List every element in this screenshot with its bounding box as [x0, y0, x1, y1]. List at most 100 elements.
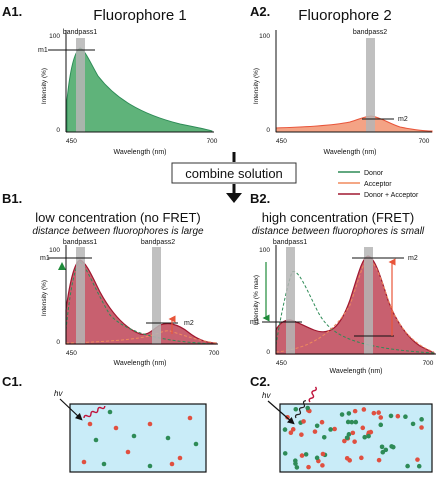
- excitation-arrow-c1: [59, 398, 83, 421]
- c1-molecule: [87, 421, 93, 427]
- legend-label-acceptor: Acceptor: [364, 181, 392, 188]
- c2-molecule: [321, 434, 327, 440]
- fret-transfer-wave-c2: [294, 400, 307, 419]
- panel-tag-c2: C2.: [250, 374, 270, 389]
- bandpass2-filter-b2: [364, 247, 373, 354]
- excitation-arrow-c2: [267, 400, 295, 425]
- combine-arrow-head: [226, 193, 242, 203]
- c2-molecule: [319, 419, 325, 425]
- c1-molecule: [93, 437, 99, 443]
- c2-molecule: [342, 438, 347, 444]
- panel-tag-c1: C1.: [2, 374, 22, 389]
- m2-label-a2: m2: [398, 116, 408, 123]
- acceptor-spectrum-a2: [275, 115, 433, 133]
- y-tick-zero-a2: 0: [266, 127, 270, 134]
- bandpass1-label-b1: bandpass1: [63, 239, 97, 246]
- c1-molecule: [107, 409, 113, 415]
- c2-molecule: [290, 427, 296, 432]
- panel-title-a2: Fluorophore 2: [298, 7, 391, 24]
- donor-spectrum-b1: [65, 261, 217, 345]
- legend-label-donor: Donor: [364, 170, 384, 177]
- c1-molecule: [177, 455, 183, 461]
- panel-title-b2: high concentration (FRET): [262, 210, 414, 225]
- c2-molecule: [282, 451, 288, 456]
- c2-molecule: [415, 457, 420, 462]
- y-tick-top-b2: 100: [259, 247, 270, 254]
- combine-solution-box: [171, 162, 297, 184]
- m1-change-marker-b1: [58, 262, 66, 270]
- c2-molecule: [294, 465, 300, 470]
- x-axis-label-b2: Wavelength (nm): [329, 368, 382, 375]
- c1-molecule: [81, 459, 87, 465]
- m2-label-b2: m2: [408, 255, 418, 262]
- bandpass-label-a2: bandpass2: [353, 29, 387, 36]
- c1-molecule: [165, 435, 171, 441]
- y-tick-zero-b2: 0: [266, 349, 270, 356]
- hv-label-c2: hv: [262, 391, 271, 400]
- c2-molecule: [405, 463, 410, 469]
- c2-molecule: [371, 410, 377, 416]
- y-axis-label-b2: Intensity (% max): [253, 275, 260, 325]
- panel-b1: B1. low concentration (no FRET) distance…: [2, 191, 220, 367]
- c1-molecule: [131, 433, 137, 439]
- emission-wave-c1: [83, 405, 106, 419]
- m1-label-b2: m1: [250, 319, 260, 326]
- c2-molecule: [314, 423, 320, 429]
- panel-c1: C1. hv: [2, 374, 207, 473]
- y-tick-top-a2: 100: [259, 33, 270, 40]
- c1-molecule: [193, 441, 199, 447]
- c2-molecule: [345, 419, 351, 425]
- c2-molecule: [328, 427, 333, 432]
- x-tick-max-a2: 700: [419, 138, 430, 145]
- bandpass-label-a1: bandpass1: [63, 29, 97, 36]
- c2-molecule: [299, 432, 304, 437]
- x-tick-max-b1: 700: [209, 350, 220, 357]
- cuvette-c2: [279, 403, 433, 473]
- bandpass1-filter-a1: [76, 38, 85, 132]
- c2-molecule: [332, 426, 337, 432]
- emission-wave-c2: [308, 386, 317, 403]
- bandpass1-filter-b1: [76, 247, 85, 344]
- panel-c2: C2. hv: [250, 374, 433, 473]
- c1-molecule: [187, 415, 193, 421]
- panel-tag-a1: A1.: [2, 4, 22, 19]
- combine-solution-label: combine solution: [185, 166, 283, 181]
- x-tick-max-b2: 700: [423, 360, 434, 367]
- c2-molecule: [395, 413, 401, 419]
- sum-spectrum-b1: [65, 259, 217, 345]
- panel-subtitle-b2: distance between fluorophores is small: [252, 226, 425, 237]
- c2-molecule: [301, 419, 306, 424]
- bandpass1-label-b2: bandpass1: [273, 239, 307, 246]
- c1-molecule: [147, 463, 153, 469]
- c2-molecule: [410, 421, 416, 427]
- c1-molecule: [125, 449, 131, 455]
- c2-molecule: [362, 434, 367, 440]
- c2-molecule: [347, 458, 353, 463]
- c2-molecule: [350, 430, 356, 436]
- panel-tag-b1: B1.: [2, 191, 22, 206]
- x-axis-label-b1: Wavelength (nm): [113, 360, 166, 367]
- c2-molecule: [344, 435, 350, 441]
- x-tick-max-a1: 700: [207, 138, 218, 145]
- c2-molecule: [366, 433, 371, 439]
- c2-molecule: [306, 464, 311, 470]
- c2-molecule: [303, 452, 309, 457]
- c2-molecule: [379, 444, 385, 450]
- c2-molecule: [320, 463, 325, 468]
- bandpass1-filter-b2: [286, 247, 295, 354]
- y-tick-zero-b1: 0: [56, 339, 60, 346]
- c2-molecule: [378, 422, 384, 428]
- c1-molecule: [101, 461, 107, 467]
- c2-molecule: [346, 432, 352, 437]
- combine-step: combine solution: [171, 152, 297, 203]
- panel-subtitle-b1: distance between fluorophores is large: [32, 226, 204, 237]
- c1-molecule: [169, 461, 175, 467]
- bandpass2-filter-a2: [366, 38, 375, 132]
- m1-label-a1: m1: [38, 47, 48, 54]
- x-tick-min-a1: 450: [66, 138, 77, 145]
- c2-molecule: [312, 429, 318, 434]
- c2-molecule: [416, 463, 422, 469]
- c2-molecule: [376, 457, 382, 463]
- legend: Donor Acceptor Donor + Acceptor: [338, 170, 419, 199]
- c2-molecule: [360, 425, 366, 431]
